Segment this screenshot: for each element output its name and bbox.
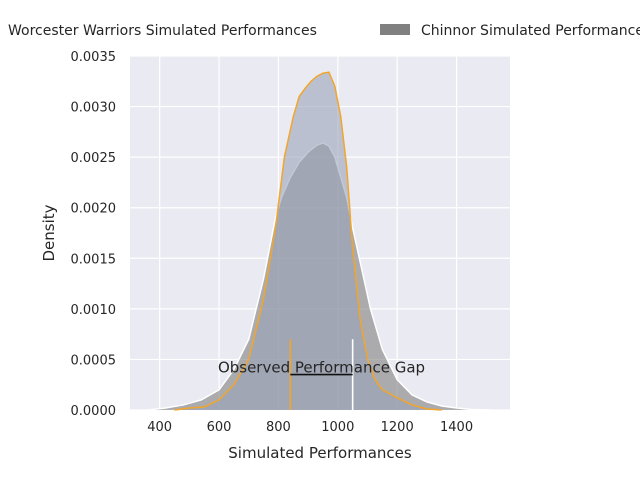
x-tick-label: 600: [207, 420, 232, 435]
legend: Worcester Warriors Simulated Performance…: [8, 23, 640, 39]
y-tick-label: 0.0020: [71, 202, 117, 217]
x-tick-label: 1000: [321, 420, 354, 435]
x-tick-label: 800: [266, 420, 291, 435]
y-tick-label: 0.0035: [71, 50, 117, 65]
y-axis-ticks: 0.0000 0.0005 0.0010 0.0015 0.0020 0.0025 0.00…: [71, 50, 117, 419]
y-tick-label: 0.0015: [71, 252, 117, 267]
legend-label-0: Worcester Warriors Simulated Performance…: [8, 23, 317, 39]
x-axis-ticks: 400 600 800 1000 1200 1400: [147, 420, 473, 435]
annotation: Observed Performance Gap: [218, 339, 425, 410]
x-tick-label: 400: [147, 420, 172, 435]
x-tick-label: 1400: [440, 420, 473, 435]
y-axis-label: Density: [40, 204, 58, 261]
y-tick-label: 0.0030: [71, 101, 117, 116]
y-tick-label: 0.0005: [71, 353, 117, 368]
legend-label-1: Chinnor Simulated Performances: [421, 23, 640, 39]
density-line-0: [174, 71, 442, 411]
x-tick-label: 1200: [381, 420, 414, 435]
y-tick-label: 0.0010: [71, 303, 117, 318]
density-areas: [147, 71, 493, 411]
density-fill-0: [174, 72, 442, 410]
gap-annotation-label: Observed Performance Gap: [218, 359, 425, 377]
y-tick-label: 0.0000: [71, 404, 117, 419]
y-tick-label: 0.0025: [71, 151, 117, 166]
legend-swatch-1: [380, 24, 410, 35]
x-axis-label: Simulated Performances: [228, 444, 412, 462]
